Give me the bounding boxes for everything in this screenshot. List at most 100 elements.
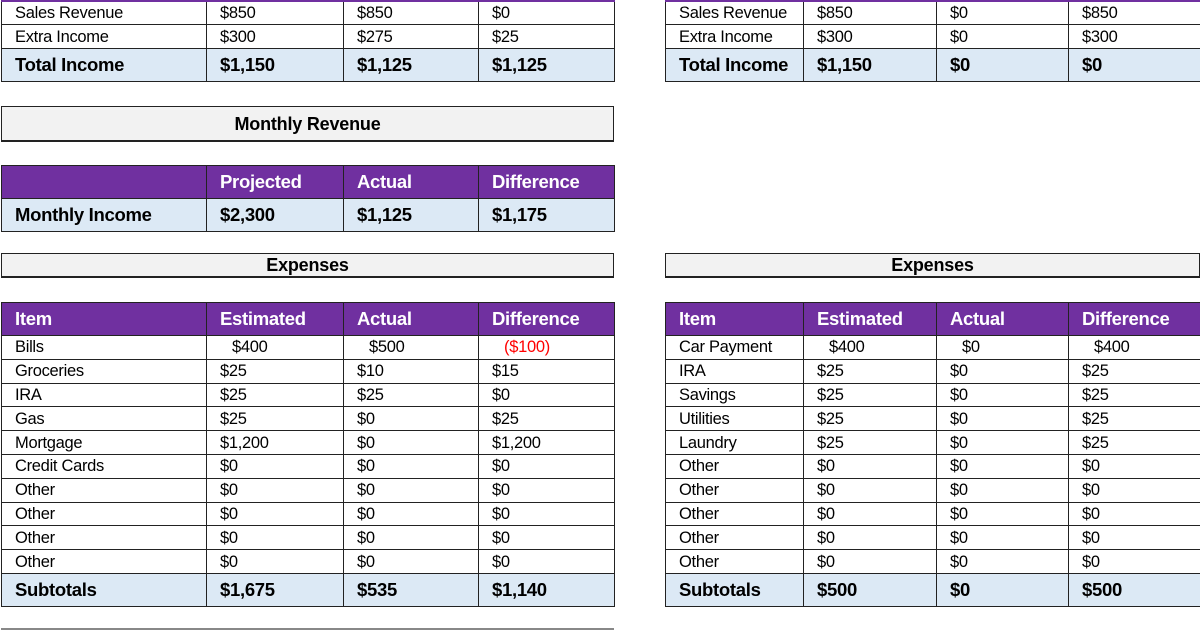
total-label[interactable]: Total Income bbox=[665, 48, 804, 83]
estimated-cell[interactable]: $0 bbox=[803, 501, 937, 527]
difference-cell[interactable]: $1,200 bbox=[478, 430, 615, 455]
cell-value[interactable]: $0 bbox=[478, 0, 615, 26]
actual-cell[interactable]: $0 bbox=[343, 525, 479, 551]
row-label[interactable]: Extra Income bbox=[1, 24, 207, 50]
header-item[interactable]: Item bbox=[1, 302, 207, 336]
actual-cell[interactable]: $0 bbox=[343, 453, 479, 479]
estimated-cell[interactable]: $400 bbox=[803, 335, 937, 360]
estimated-cell[interactable]: $1,200 bbox=[206, 430, 344, 455]
item-cell[interactable]: Car Payment bbox=[665, 335, 804, 360]
header-estimated[interactable]: Estimated bbox=[803, 302, 937, 336]
actual-cell[interactable]: $0 bbox=[936, 382, 1069, 408]
actual-cell[interactable]: $0 bbox=[936, 358, 1069, 384]
item-cell[interactable]: Other bbox=[1, 525, 207, 551]
difference-cell[interactable]: $25 bbox=[1068, 406, 1200, 432]
total-value[interactable]: $1,125 bbox=[478, 48, 615, 83]
subtotal-difference[interactable]: $1,140 bbox=[478, 572, 615, 607]
subtotal-difference[interactable]: $500 bbox=[1068, 572, 1200, 607]
item-cell[interactable]: Gas bbox=[1, 406, 207, 432]
subtotal-estimated[interactable]: $1,675 bbox=[206, 572, 344, 607]
cell-value[interactable]: $850 bbox=[803, 0, 937, 26]
cell-value[interactable]: $0 bbox=[936, 0, 1069, 26]
item-cell[interactable]: Utilities bbox=[665, 406, 804, 432]
difference-cell[interactable]: $0 bbox=[478, 549, 615, 574]
header-actual[interactable]: Actual bbox=[343, 165, 479, 199]
item-cell[interactable]: Other bbox=[665, 453, 804, 479]
actual-cell[interactable]: $0 bbox=[936, 430, 1069, 455]
item-cell[interactable]: Other bbox=[1, 549, 207, 574]
estimated-cell[interactable]: $25 bbox=[206, 382, 344, 408]
item-cell[interactable]: Savings bbox=[665, 382, 804, 408]
estimated-cell[interactable]: $0 bbox=[206, 453, 344, 479]
difference-cell[interactable]: $400 bbox=[1068, 335, 1200, 360]
actual-value[interactable]: $1,125 bbox=[343, 198, 479, 232]
actual-cell[interactable]: $0 bbox=[343, 477, 479, 503]
subtotal-actual[interactable]: $0 bbox=[936, 572, 1069, 607]
estimated-cell[interactable]: $0 bbox=[206, 525, 344, 551]
difference-cell-negative[interactable]: ($100) bbox=[478, 335, 615, 360]
item-cell[interactable]: Bills bbox=[1, 335, 207, 360]
header-projected[interactable]: Projected bbox=[206, 165, 344, 199]
header-actual[interactable]: Actual bbox=[936, 302, 1069, 336]
total-value[interactable]: $0 bbox=[1068, 48, 1200, 83]
item-cell[interactable]: Other bbox=[665, 549, 804, 574]
item-cell[interactable]: Mortgage bbox=[1, 430, 207, 455]
estimated-cell[interactable]: $25 bbox=[803, 382, 937, 408]
actual-cell[interactable]: $0 bbox=[343, 406, 479, 432]
subtotal-label[interactable]: Subtotals bbox=[1, 572, 207, 607]
actual-cell[interactable]: $500 bbox=[343, 335, 479, 360]
difference-cell[interactable]: $0 bbox=[478, 382, 615, 408]
difference-cell[interactable]: $0 bbox=[1068, 477, 1200, 503]
cell-value[interactable]: $300 bbox=[206, 24, 344, 50]
difference-cell[interactable]: $15 bbox=[478, 358, 615, 384]
estimated-cell[interactable]: $25 bbox=[803, 406, 937, 432]
row-label[interactable]: Sales Revenue bbox=[665, 0, 804, 26]
cell-value[interactable]: $0 bbox=[936, 24, 1069, 50]
actual-cell[interactable]: $0 bbox=[343, 430, 479, 455]
item-cell[interactable]: Other bbox=[665, 525, 804, 551]
difference-cell[interactable]: $0 bbox=[1068, 501, 1200, 527]
estimated-cell[interactable]: $0 bbox=[206, 549, 344, 574]
row-label[interactable]: Monthly Income bbox=[1, 198, 207, 232]
item-cell[interactable]: Other bbox=[665, 477, 804, 503]
header-estimated[interactable]: Estimated bbox=[206, 302, 344, 336]
cell-value[interactable]: $300 bbox=[1068, 24, 1200, 50]
estimated-cell[interactable]: $400 bbox=[206, 335, 344, 360]
estimated-cell[interactable]: $0 bbox=[206, 501, 344, 527]
actual-cell[interactable]: $0 bbox=[936, 335, 1069, 360]
difference-cell[interactable]: $25 bbox=[478, 406, 615, 432]
cell-value[interactable]: $25 bbox=[478, 24, 615, 50]
difference-cell[interactable]: $25 bbox=[1068, 358, 1200, 384]
item-cell[interactable]: Credit Cards bbox=[1, 453, 207, 479]
cell-value[interactable]: $850 bbox=[343, 0, 479, 26]
actual-cell[interactable]: $0 bbox=[936, 453, 1069, 479]
difference-cell[interactable]: $0 bbox=[478, 525, 615, 551]
actual-cell[interactable]: $0 bbox=[343, 501, 479, 527]
header-difference[interactable]: Difference bbox=[478, 165, 615, 199]
item-cell[interactable]: Laundry bbox=[665, 430, 804, 455]
item-cell[interactable]: IRA bbox=[665, 358, 804, 384]
item-cell[interactable]: IRA bbox=[1, 382, 207, 408]
subtotal-actual[interactable]: $535 bbox=[343, 572, 479, 607]
difference-value[interactable]: $1,175 bbox=[478, 198, 615, 232]
cell-value[interactable]: $850 bbox=[206, 0, 344, 26]
estimated-cell[interactable]: $25 bbox=[803, 358, 937, 384]
total-value[interactable]: $1,150 bbox=[206, 48, 344, 83]
header-difference[interactable]: Difference bbox=[478, 302, 615, 336]
estimated-cell[interactable]: $25 bbox=[206, 406, 344, 432]
item-cell[interactable]: Other bbox=[1, 501, 207, 527]
actual-cell[interactable]: $0 bbox=[343, 549, 479, 574]
estimated-cell[interactable]: $0 bbox=[803, 525, 937, 551]
item-cell[interactable]: Groceries bbox=[1, 358, 207, 384]
total-value[interactable]: $1,125 bbox=[343, 48, 479, 83]
total-value[interactable]: $1,150 bbox=[803, 48, 937, 83]
total-value[interactable]: $0 bbox=[936, 48, 1069, 83]
actual-cell[interactable]: $0 bbox=[936, 406, 1069, 432]
estimated-cell[interactable]: $0 bbox=[803, 549, 937, 574]
actual-cell[interactable]: $25 bbox=[343, 382, 479, 408]
cell-value[interactable]: $850 bbox=[1068, 0, 1200, 26]
estimated-cell[interactable]: $0 bbox=[803, 453, 937, 479]
difference-cell[interactable]: $0 bbox=[1068, 453, 1200, 479]
row-label[interactable]: Sales Revenue bbox=[1, 0, 207, 26]
difference-cell[interactable]: $0 bbox=[478, 501, 615, 527]
